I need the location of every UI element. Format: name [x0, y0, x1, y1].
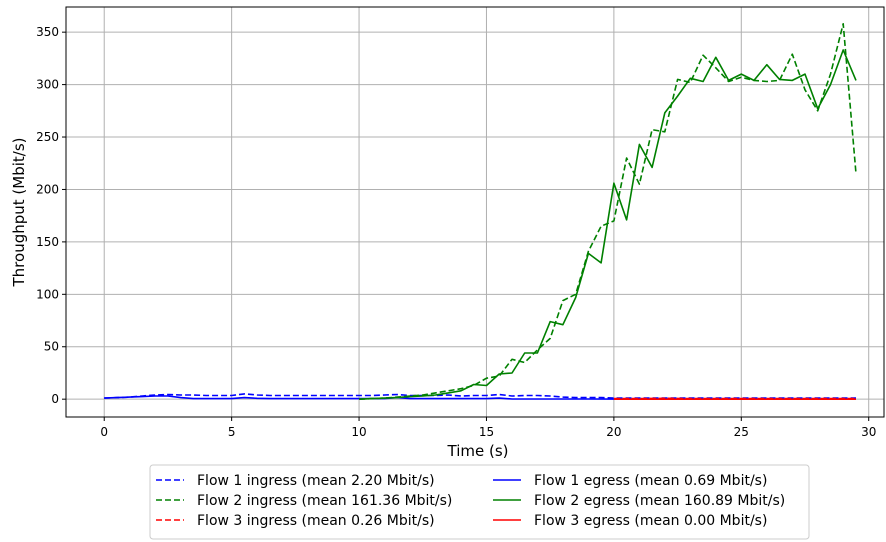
series-line-0	[104, 393, 856, 399]
y-tick-label-6: 300	[36, 78, 59, 92]
legend-label-3: Flow 1 egress (mean 0.69 Mbit/s)	[534, 473, 767, 489]
x-tick-label-0: 0	[100, 425, 108, 439]
x-tick-label-3: 15	[479, 425, 494, 439]
grid-lines	[66, 7, 884, 417]
plot-frame	[65, 6, 885, 418]
series-lines	[104, 22, 857, 401]
legend-label-4: Flow 2 egress (mean 160.89 Mbit/s)	[534, 493, 785, 509]
legend-label-5: Flow 3 egress (mean 0.00 Mbit/s)	[534, 513, 767, 529]
x-tick-label-4: 20	[606, 425, 621, 439]
legend-label-1: Flow 2 ingress (mean 161.36 Mbit/s)	[197, 493, 452, 509]
x-axis-label: Time (s)	[447, 442, 509, 460]
x-tick-label-5: 25	[734, 425, 749, 439]
legend-frame	[149, 464, 810, 540]
y-tick-label-2: 100	[36, 287, 59, 301]
y-axis-ticks: 0 50 100 150 200 250 300 350	[36, 25, 66, 406]
y-tick-label-4: 200	[36, 182, 59, 196]
legend-label-2: Flow 3 ingress (mean 0.26 Mbit/s)	[197, 513, 435, 529]
y-tick-label-1: 50	[44, 340, 59, 354]
x-axis-ticks: 0 5 10 15 20 25 30	[100, 417, 876, 439]
legend-label-0: Flow 1 ingress (mean 2.20 Mbit/s)	[197, 473, 435, 489]
y-tick-label-0: 0	[51, 392, 59, 406]
y-tick-label-3: 150	[36, 235, 59, 249]
legend: Flow 1 ingress (mean 2.20 Mbit/s) Flow 2 …	[149, 464, 810, 540]
y-axis-label: Throughput (Mbit/s)	[10, 138, 28, 288]
x-tick-label-1: 5	[228, 425, 236, 439]
x-tick-label-2: 10	[351, 425, 366, 439]
series-line-4	[359, 49, 857, 400]
x-tick-label-6: 30	[861, 425, 876, 439]
y-tick-label-7: 350	[36, 25, 59, 39]
y-tick-label-5: 250	[36, 130, 59, 144]
